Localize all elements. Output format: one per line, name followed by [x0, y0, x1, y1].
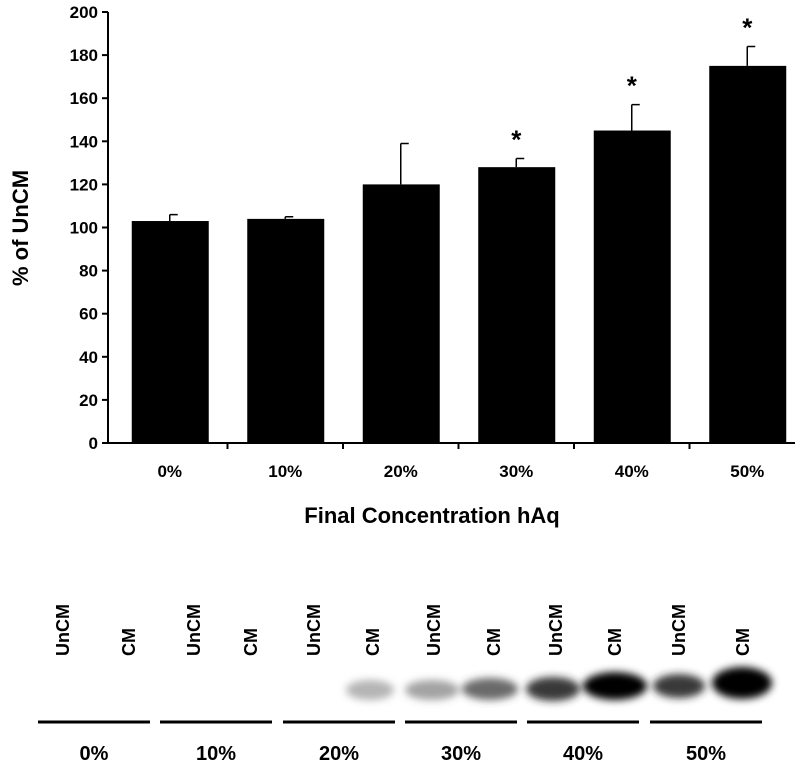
y-tick-label: 80 [79, 262, 98, 281]
blot-bands [346, 667, 772, 701]
x-tick-label: 30% [499, 462, 533, 481]
y-tick-label: 120 [70, 175, 98, 194]
blot-lane-label: UnCM [184, 604, 204, 656]
y-tick-label: 100 [70, 219, 98, 238]
error-bar [746, 45, 756, 66]
x-tick-label: 0% [157, 462, 182, 481]
band [405, 680, 459, 700]
y-tick-label: 160 [70, 89, 98, 108]
y-axis-title: % of UnCM [8, 170, 33, 286]
band [712, 667, 772, 699]
y-tick-label: 20 [79, 391, 98, 410]
blot-lane-label: UnCM [53, 604, 73, 656]
x-tick-label: 10% [268, 462, 302, 481]
x-tick-label: 20% [384, 462, 418, 481]
bar [247, 218, 325, 443]
y-tick-label: 140 [70, 132, 98, 151]
y-tick-label: 200 [70, 3, 98, 22]
y-tick-label: 40 [79, 348, 98, 367]
blot-group-label: 50% [686, 743, 726, 765]
band [462, 678, 518, 700]
significance-marker: * [627, 71, 638, 101]
error-bar [284, 215, 294, 219]
bar [131, 221, 209, 443]
error-bar [631, 103, 640, 131]
blot-lane-label: UnCM [669, 604, 689, 656]
bar [362, 184, 440, 443]
blot-group-label: 40% [563, 743, 603, 765]
blot-group-label: 10% [196, 743, 236, 765]
bar [593, 130, 671, 443]
blot-lane-label: UnCM [304, 604, 324, 656]
band [653, 674, 705, 698]
x-tick-label: 50% [730, 462, 764, 481]
x-tick-label: 40% [615, 462, 649, 481]
blot-lane-label: CM [484, 628, 504, 656]
blot-group-label: 0% [80, 743, 109, 765]
error-bar [515, 157, 525, 168]
band [583, 672, 647, 700]
y-tick-label: 0 [89, 434, 98, 453]
blot-lane-label: UnCM [424, 604, 444, 656]
blot-lane-label: CM [733, 628, 753, 656]
significance-marker: * [742, 12, 753, 42]
blot-group-label: 30% [441, 743, 481, 765]
bar [478, 167, 556, 443]
y-tick-label: 60 [79, 305, 98, 324]
blot-lane-label: UnCM [546, 604, 566, 656]
blot-lane-label: CM [605, 628, 625, 656]
band [526, 677, 580, 701]
x-axis-title: Final Concentration hAq [304, 503, 559, 528]
blot-lane-label: CM [363, 628, 383, 656]
blot-lane-label: CM [119, 628, 139, 656]
error-bar [400, 142, 409, 185]
y-tick-label: 180 [70, 46, 98, 65]
band [346, 680, 394, 700]
blot-lane-label: CM [241, 628, 261, 656]
blot-group-label: 20% [319, 743, 359, 765]
bar [709, 65, 787, 443]
significance-marker: * [511, 125, 522, 155]
error-bar [169, 213, 178, 222]
